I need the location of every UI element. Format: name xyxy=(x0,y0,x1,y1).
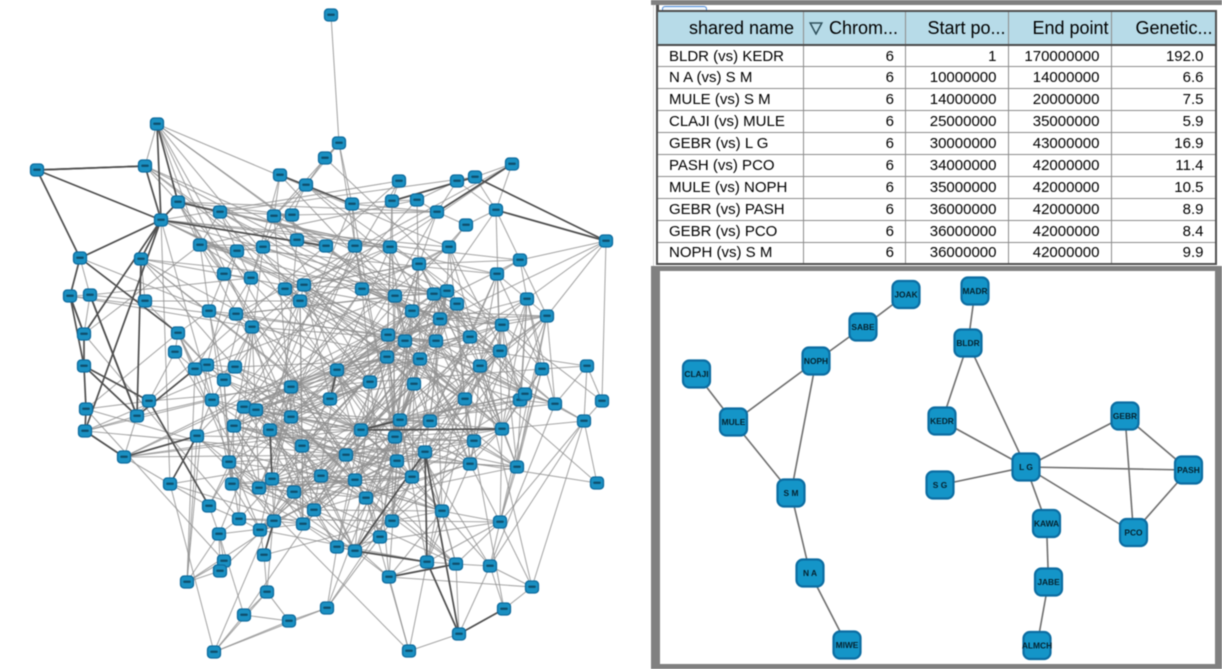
svg-text:CLAJI: CLAJI xyxy=(684,369,708,379)
svg-text:S M: S M xyxy=(784,488,799,498)
svg-text:L G: L G xyxy=(1019,462,1033,472)
svg-text:MIWE: MIWE xyxy=(836,640,859,650)
svg-text:SABE: SABE xyxy=(851,322,875,332)
svg-text:N A: N A xyxy=(803,568,817,578)
svg-text:KEDR: KEDR xyxy=(930,416,954,426)
svg-text:BLDR: BLDR xyxy=(956,338,979,348)
svg-text:PASH: PASH xyxy=(1177,465,1200,475)
svg-text:NOPH: NOPH xyxy=(804,356,828,366)
svg-text:MADR: MADR xyxy=(962,286,987,296)
svg-text:JABE: JABE xyxy=(1037,577,1060,587)
svg-text:KAWA: KAWA xyxy=(1034,519,1059,529)
svg-text:S G: S G xyxy=(933,480,947,490)
svg-text:PCO: PCO xyxy=(1124,528,1143,538)
svg-text:GEBR: GEBR xyxy=(1113,411,1137,421)
svg-text:MULE: MULE xyxy=(722,417,746,427)
svg-text:ALMCH: ALMCH xyxy=(1022,641,1052,651)
svg-text:JOAK: JOAK xyxy=(894,290,917,300)
